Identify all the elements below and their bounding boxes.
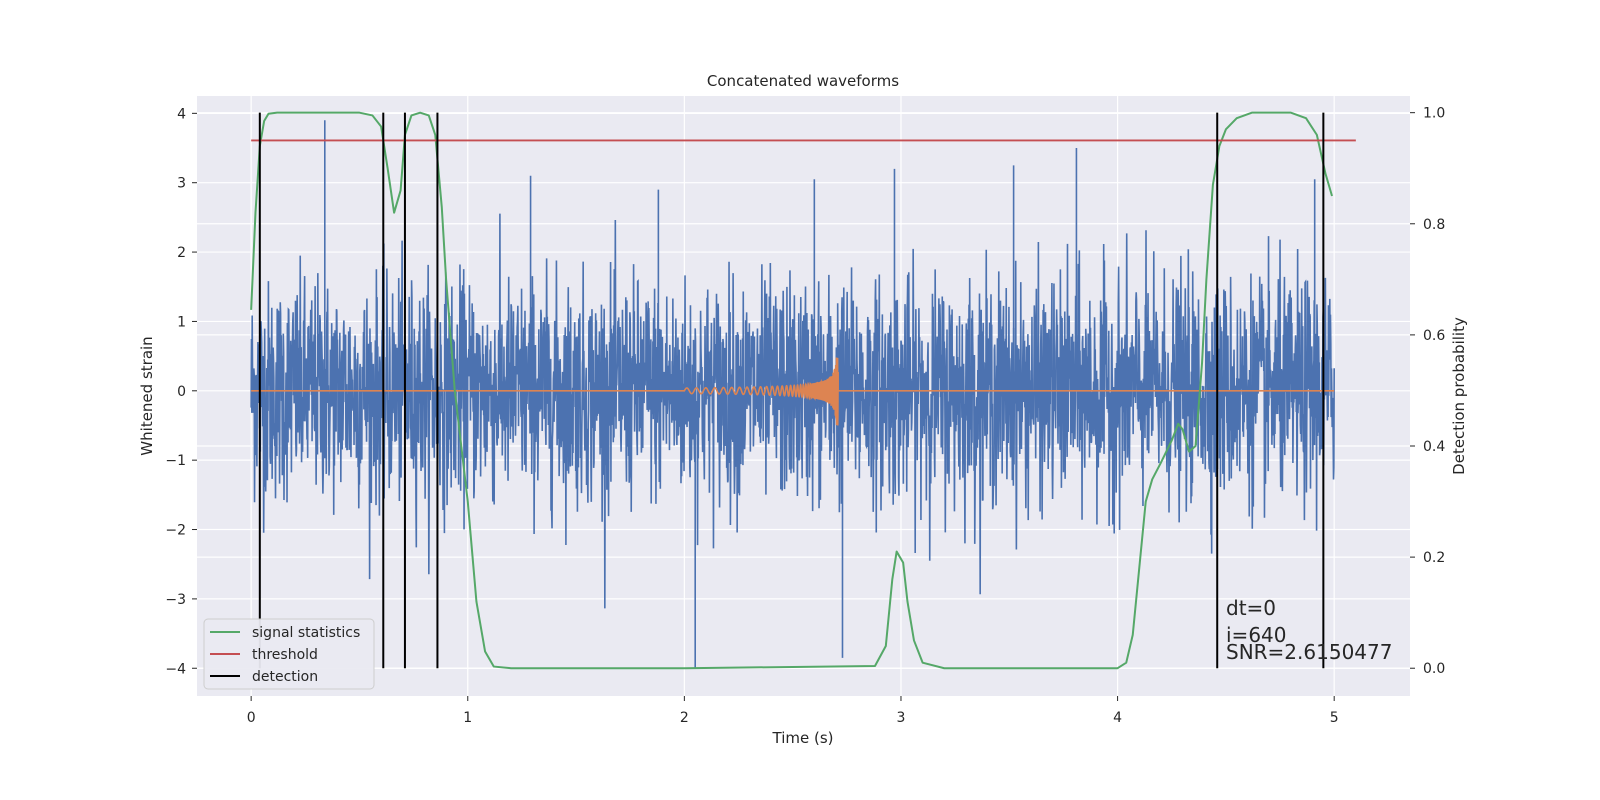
legend: signal statistics threshold detection <box>203 618 375 690</box>
y-right-tick-label: 1.0 <box>1423 106 1445 122</box>
x-tick-label: 2 <box>680 710 689 726</box>
axes-layer: 0 1 2 3 4 5 −4 −3 −2 −1 0 1 2 3 4 0.0 0.2 0.4 0.6 0.8 1.0 <box>165 106 1445 726</box>
x-tick-label: 4 <box>1113 710 1122 726</box>
x-tick-label: 5 <box>1330 710 1339 726</box>
annotation-snr: SNR=2.6150477 <box>1226 640 1392 664</box>
y-left-tick-label: 1 <box>177 314 186 330</box>
y-left-tick-label: −2 <box>165 523 186 539</box>
y-left-tick-label: −1 <box>165 453 186 469</box>
legend-label-threshold: threshold <box>252 647 318 663</box>
x-tick-label: 3 <box>897 710 906 726</box>
y-right-tick-label: 0.2 <box>1423 550 1445 566</box>
y-right-tick-label: 0.8 <box>1423 217 1445 233</box>
chart-title: Concatenated waveforms <box>707 72 899 90</box>
legend-box <box>203 618 375 690</box>
x-axis-label: Time (s) <box>772 729 834 747</box>
x-tick-label: 1 <box>463 710 472 726</box>
y-right-tick-label: 0.0 <box>1423 661 1445 677</box>
y-axis-left-label: Whitened strain <box>138 336 156 455</box>
y-right-tick-label: 0.6 <box>1423 328 1445 344</box>
y-left-tick-label: 0 <box>177 384 186 400</box>
legend-label-signal-statistics: signal statistics <box>252 625 360 641</box>
legend-label-detection: detection <box>252 669 318 685</box>
y-right-tick-label: 0.4 <box>1423 439 1445 455</box>
y-left-tick-label: −4 <box>165 661 186 677</box>
annotation-index: i=640 <box>1226 623 1287 647</box>
chirp-line <box>251 357 1335 426</box>
strain-noise-line <box>250 213 1335 609</box>
plot-layer <box>250 111 1356 670</box>
y-axis-right-label: Detection probability <box>1450 317 1468 475</box>
x-tick-label: 0 <box>247 710 256 726</box>
y-left-tick-label: 2 <box>177 245 186 261</box>
annotation-dt: dt=0 <box>1226 596 1276 620</box>
signal-statistics-line <box>250 111 1333 670</box>
y-left-tick-label: 3 <box>177 176 186 192</box>
y-left-tick-label: 4 <box>177 106 186 122</box>
y-left-tick-label: −3 <box>165 592 186 608</box>
